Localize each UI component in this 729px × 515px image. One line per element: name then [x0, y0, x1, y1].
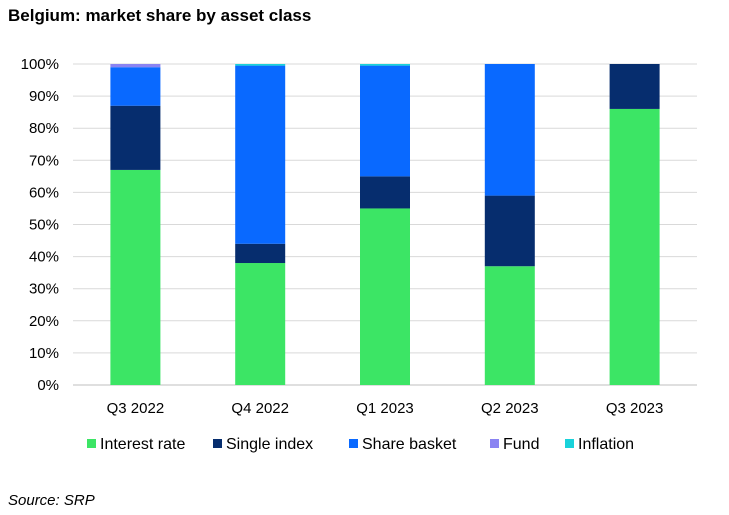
- y-tick-label: 70%: [29, 152, 59, 169]
- legend-swatch: [490, 439, 499, 448]
- legend-swatch: [565, 439, 574, 448]
- bar-segment: [235, 243, 286, 264]
- bar-segment: [235, 263, 286, 385]
- y-tick-label: 20%: [29, 313, 59, 330]
- bars: [110, 64, 660, 385]
- bar-segment: [609, 108, 660, 385]
- y-tick-label: 40%: [29, 249, 59, 266]
- bar-segment: [609, 64, 660, 109]
- bar-segment: [110, 64, 161, 68]
- legend-swatch: [87, 439, 96, 448]
- x-tick-label: Q4 2022: [231, 400, 289, 417]
- legend-swatch: [349, 439, 358, 448]
- y-tick-label: 60%: [29, 184, 59, 201]
- bar-segment: [235, 65, 286, 244]
- bar-segment: [110, 67, 161, 106]
- x-tick-label: Q2 2023: [481, 400, 539, 417]
- legend-label: Interest rate: [100, 436, 185, 453]
- y-tick-label: 90%: [29, 88, 59, 105]
- y-axis-ticks: 0% 10% 20% 30% 40% 50% 60% 70% 80% 90% 100%: [21, 56, 59, 394]
- legend: Interest rate Single index Share basket Fun…: [87, 436, 634, 453]
- bar-segment: [360, 208, 410, 385]
- bar-segment: [484, 195, 535, 267]
- bar-segment: [235, 64, 286, 66]
- bar-segment: [360, 64, 410, 66]
- y-tick-label: 0%: [37, 377, 59, 394]
- x-axis-ticks: Q3 2022 Q4 2022 Q1 2023 Q2 2023 Q3 2023: [107, 400, 664, 417]
- bar-segment: [110, 169, 161, 385]
- y-tick-label: 80%: [29, 120, 59, 137]
- y-tick-label: 50%: [29, 217, 59, 234]
- x-tick-label: Q3 2023: [606, 400, 664, 417]
- bar-segment: [110, 105, 161, 170]
- legend-swatch: [213, 439, 222, 448]
- x-tick-label: Q3 2022: [107, 400, 165, 417]
- bar-segment: [360, 176, 410, 209]
- chart-title: Belgium: market share by asset class: [8, 6, 312, 25]
- bar-segment: [484, 64, 535, 196]
- y-tick-label: 100%: [21, 56, 59, 73]
- bar-segment: [360, 65, 410, 177]
- y-tick-label: 30%: [29, 281, 59, 298]
- bar-segment: [484, 266, 535, 385]
- legend-label: Single index: [226, 436, 313, 453]
- legend-label: Fund: [503, 436, 539, 453]
- stacked-bar-chart: 0% 10% 20% 30% 40% 50% 60% 70% 80% 90% 100% Q3 202…: [21, 56, 697, 453]
- legend-label: Share basket: [362, 436, 457, 453]
- legend-label: Inflation: [578, 436, 634, 453]
- y-tick-label: 10%: [29, 345, 59, 362]
- x-tick-label: Q1 2023: [356, 400, 414, 417]
- source-note: Source: SRP: [8, 492, 95, 509]
